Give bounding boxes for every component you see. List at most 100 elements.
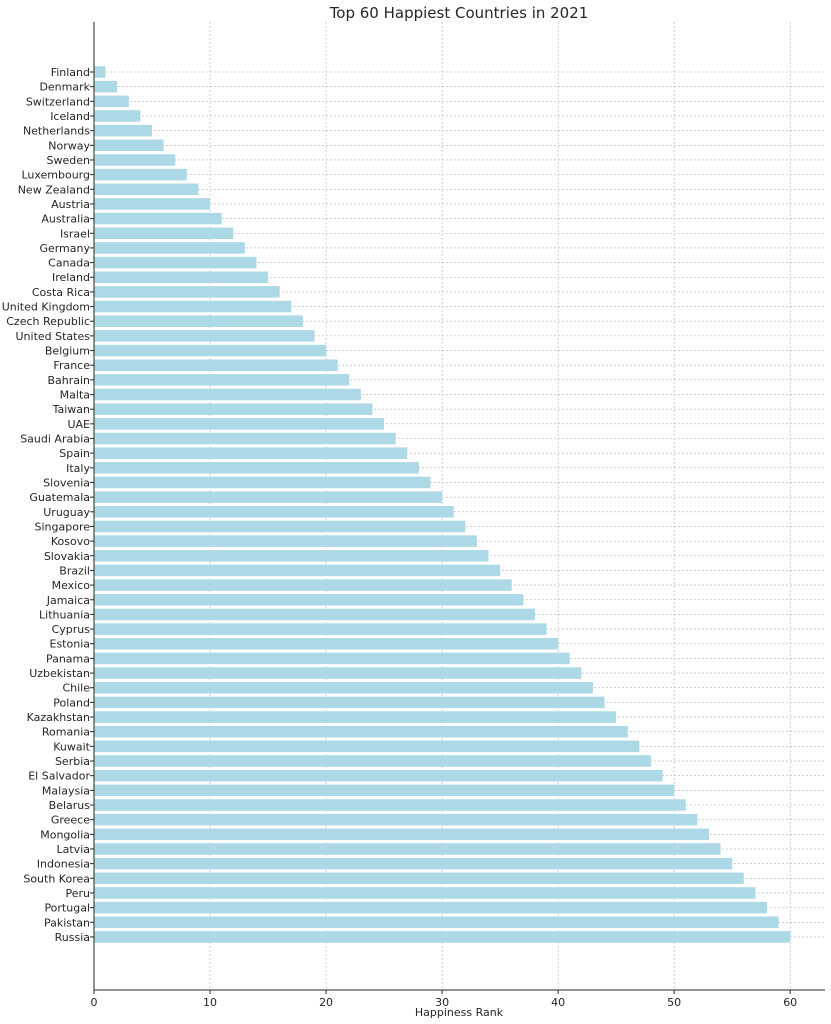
bar <box>94 594 524 606</box>
y-tick-label: Iceland <box>50 110 90 123</box>
bar <box>94 227 234 240</box>
y-tick-label: Chile <box>62 682 90 695</box>
y-tick-label: United Kingdom <box>2 301 90 314</box>
y-tick-label: Cyprus <box>52 623 91 636</box>
bar <box>94 183 199 196</box>
bar <box>94 315 303 327</box>
bar <box>94 476 431 489</box>
y-tick-label: Italy <box>66 462 90 475</box>
bar <box>94 388 361 401</box>
bar <box>94 857 733 870</box>
y-tick-label: Israel <box>60 227 90 240</box>
y-tick-label: Kosovo <box>51 535 90 548</box>
bar <box>94 374 350 386</box>
bar <box>94 124 153 137</box>
bar <box>94 681 593 694</box>
bar <box>94 491 443 503</box>
y-tick-label: South Korea <box>23 872 90 885</box>
bar <box>94 520 466 533</box>
x-tick-label: 0 <box>91 996 98 1009</box>
bar <box>94 667 582 679</box>
y-tick-label: Finland <box>51 66 90 79</box>
y-tick-label: United States <box>16 330 91 343</box>
bar <box>94 784 675 797</box>
y-tick-label: Uzbekistan <box>29 667 90 680</box>
bar <box>94 887 756 899</box>
y-tick-label: Romania <box>42 726 90 739</box>
x-axis-ticks: 0 10 20 30 40 50 60 <box>91 990 797 1009</box>
y-tick-label: Jamaica <box>46 594 90 607</box>
bar <box>94 652 570 665</box>
x-tick-label: 60 <box>783 996 797 1009</box>
y-tick-label: Kuwait <box>53 740 90 753</box>
bars-layer <box>94 66 791 943</box>
bar <box>94 755 651 767</box>
y-tick-label: Canada <box>48 257 90 270</box>
y-tick-label: Luxembourg <box>21 169 90 182</box>
y-tick-label: Panama <box>46 652 90 665</box>
bar <box>94 623 547 635</box>
y-tick-label: Austria <box>51 198 90 211</box>
y-tick-label: Denmark <box>39 81 90 94</box>
y-tick-label: Slovakia <box>44 550 90 563</box>
x-tick-label: 40 <box>551 996 565 1009</box>
y-tick-label: Sweden <box>47 154 90 167</box>
y-tick-label: Belarus <box>49 799 91 812</box>
y-tick-label: Russia <box>55 931 90 944</box>
bar <box>94 579 512 591</box>
y-tick-label: Peru <box>65 887 90 900</box>
bar <box>94 550 489 562</box>
y-tick-label: Singapore <box>35 520 91 533</box>
bar <box>94 813 698 826</box>
bar <box>94 637 559 650</box>
bar <box>94 432 396 445</box>
bar <box>94 725 628 738</box>
bar <box>94 286 280 298</box>
bar <box>94 843 721 855</box>
y-tick-label: Guatemala <box>29 491 90 504</box>
bar <box>94 564 501 577</box>
bar <box>94 901 767 914</box>
y-tick-label: Serbia <box>55 755 90 768</box>
bar <box>94 154 176 166</box>
x-axis-label: Happiness Rank <box>415 1006 504 1019</box>
y-tick-label: UAE <box>67 418 90 431</box>
bar <box>94 256 257 269</box>
y-tick-label: Norway <box>48 139 90 152</box>
bar <box>94 447 408 459</box>
bar <box>94 931 791 943</box>
y-tick-label: Greece <box>51 814 90 827</box>
y-tick-label: Bahrain <box>47 374 90 387</box>
y-tick-label: Australia <box>41 213 90 226</box>
bar <box>94 330 315 342</box>
bar <box>94 711 617 723</box>
bar <box>94 418 385 430</box>
x-tick-label: 50 <box>667 996 681 1009</box>
y-tick-label: Mexico <box>52 579 91 592</box>
y-tick-label: Estonia <box>50 638 91 651</box>
bar <box>94 916 779 929</box>
bar <box>94 799 686 811</box>
chart-title: Top 60 Happiest Countries in 2021 <box>329 4 589 22</box>
y-tick-label: Czech Republic <box>6 315 90 328</box>
y-tick-label: Saudi Arabia <box>20 433 90 446</box>
y-tick-label: Ireland <box>52 271 90 284</box>
y-tick-label: Indonesia <box>37 858 90 871</box>
bar <box>94 80 118 93</box>
bar <box>94 242 245 254</box>
bar <box>94 506 454 518</box>
x-tick-label: 10 <box>203 996 217 1009</box>
y-tick-label: Costa Rica <box>32 286 90 299</box>
bar <box>94 872 744 885</box>
bar <box>94 198 211 210</box>
bar <box>94 359 338 371</box>
bar <box>94 828 709 841</box>
y-tick-label: Uruguay <box>43 506 90 519</box>
y-tick-label: France <box>53 359 90 372</box>
bar <box>94 168 187 181</box>
bar <box>94 271 269 283</box>
bar <box>94 66 106 78</box>
y-tick-label: Malaysia <box>42 784 90 797</box>
